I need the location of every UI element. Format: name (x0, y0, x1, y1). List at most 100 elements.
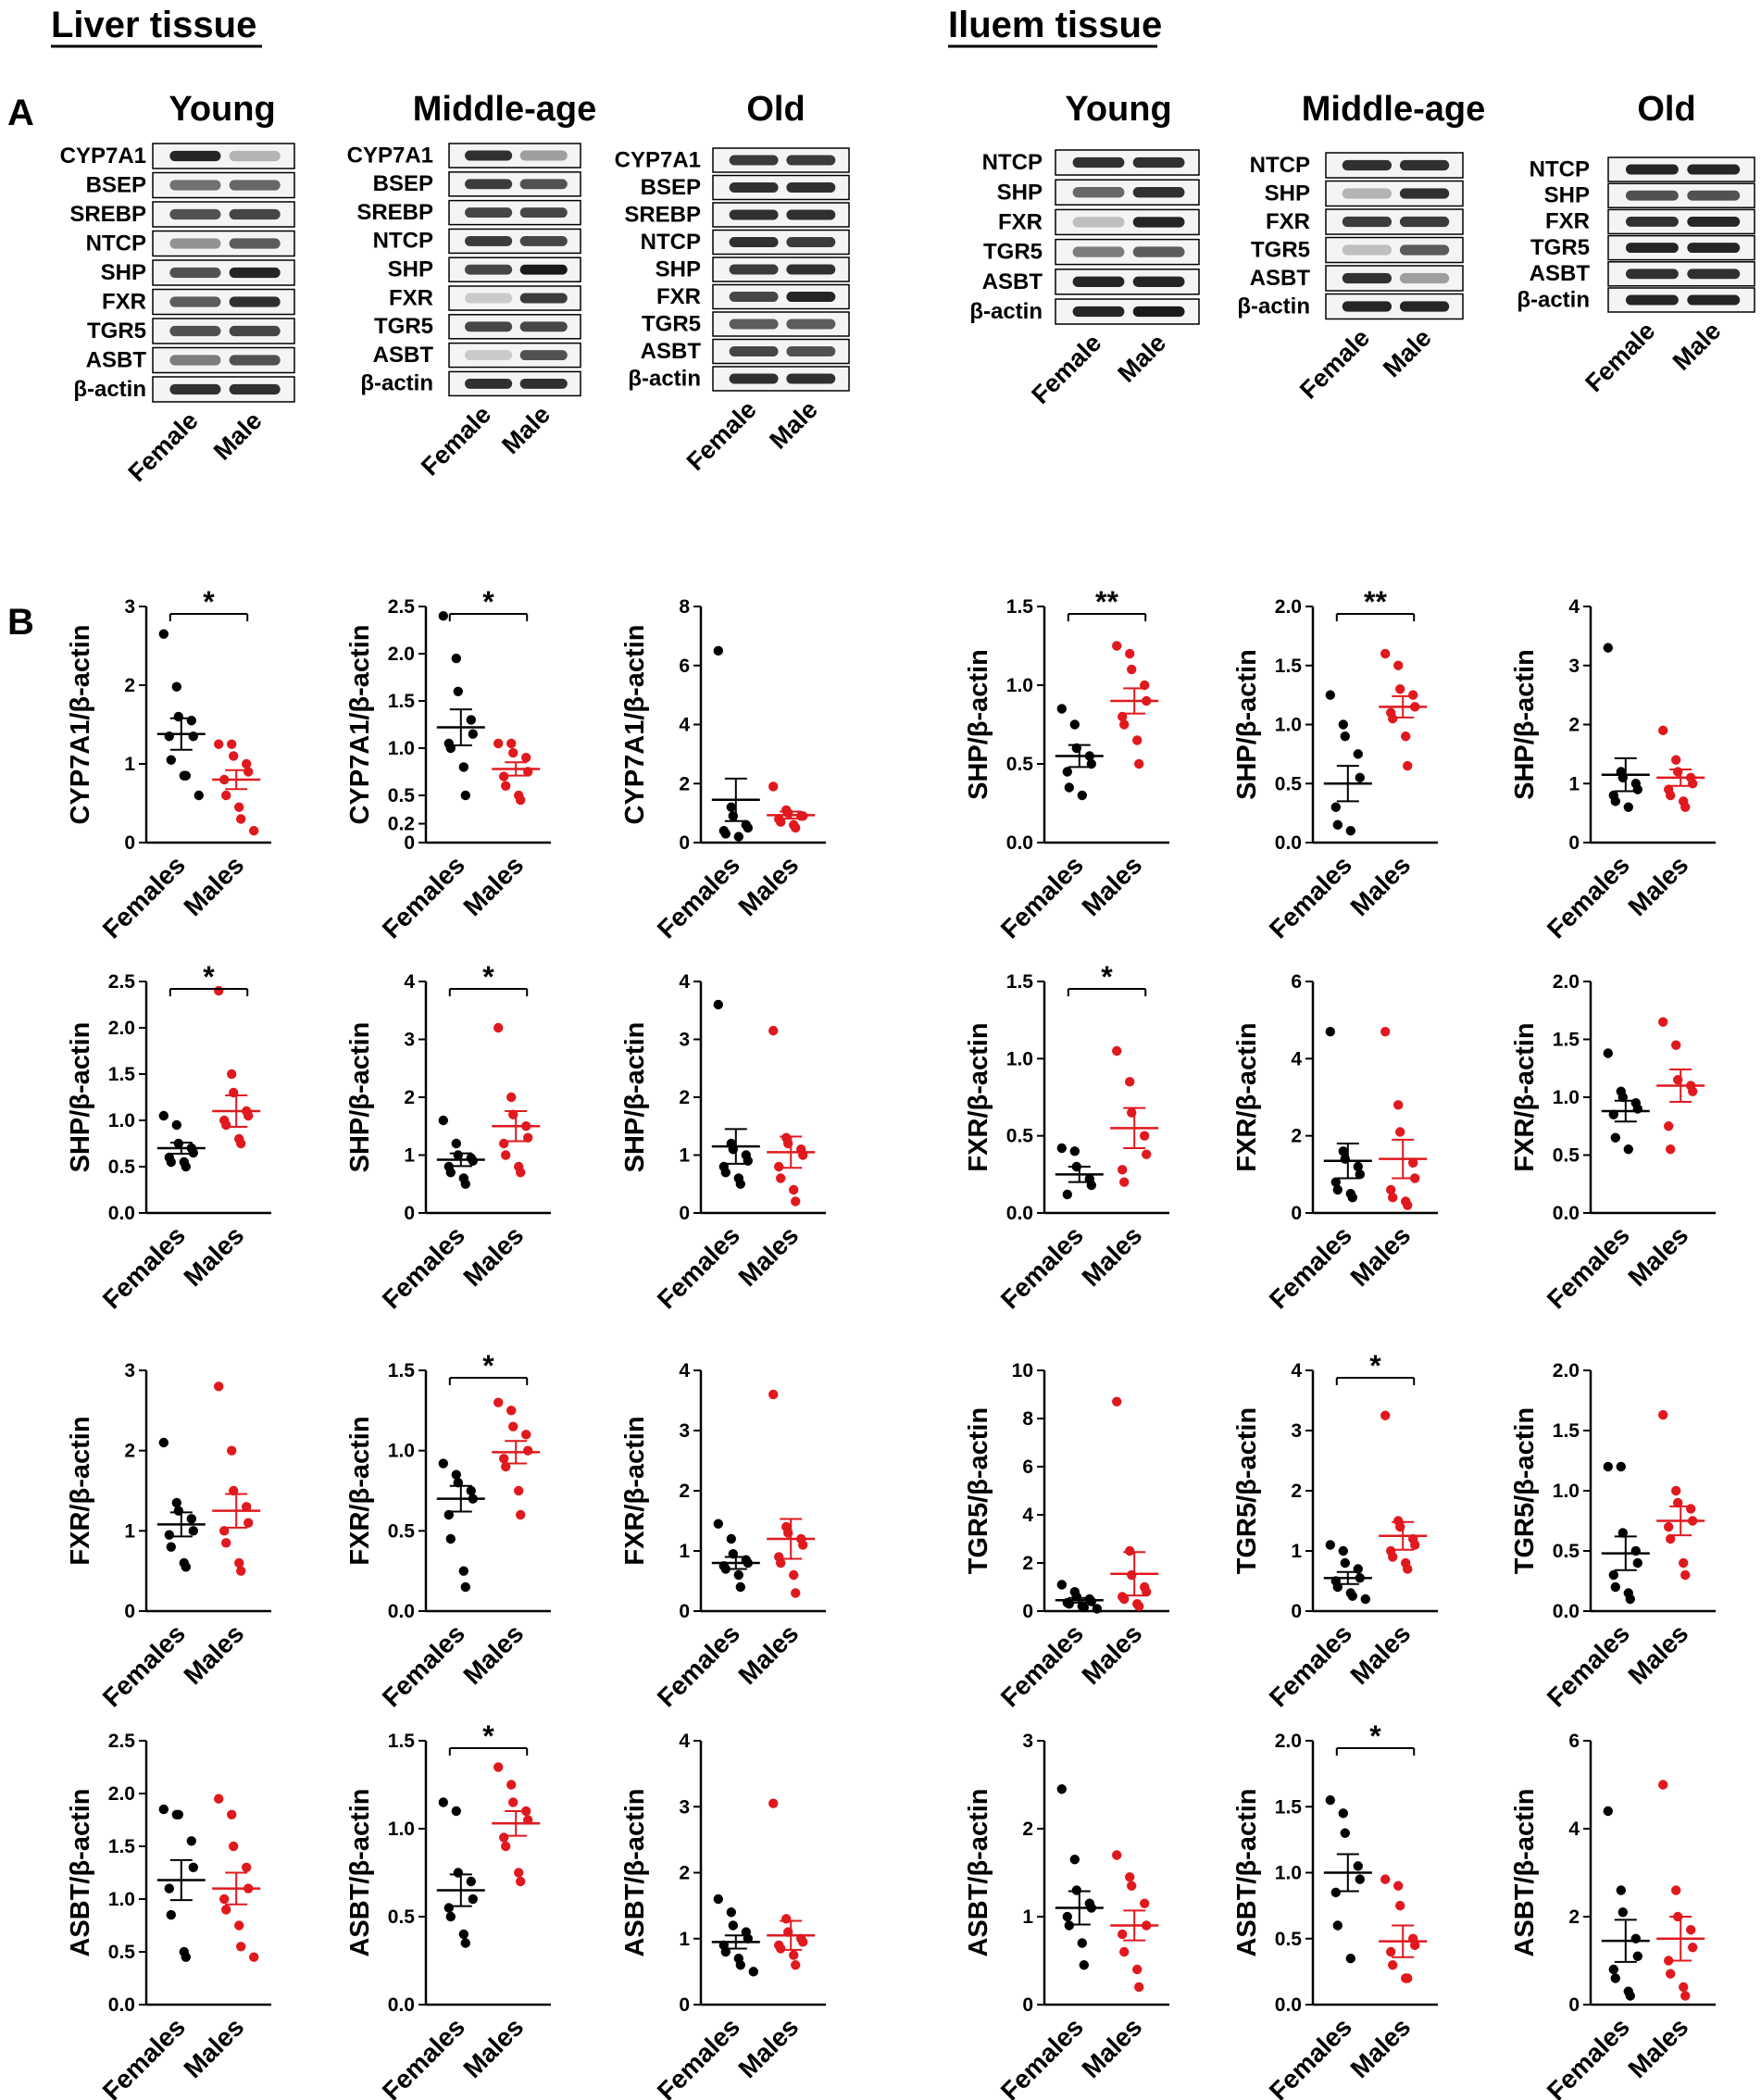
data-point-males (1125, 1872, 1135, 1882)
data-point-males (249, 826, 259, 836)
data-point-males (1666, 1533, 1676, 1544)
data-point-females (1603, 1048, 1614, 1058)
y-tick-label: 1.5 (388, 1731, 416, 1752)
data-point-males (1119, 1946, 1130, 1957)
blot-band (229, 296, 281, 307)
data-point-females (720, 1168, 731, 1178)
blot-band (229, 355, 281, 366)
blot-band (1687, 216, 1741, 227)
y-tick-label: 1.5 (1006, 971, 1034, 993)
data-point-males (249, 1952, 259, 1962)
data-point-males (768, 1389, 779, 1400)
protein-label: FXR (1266, 209, 1310, 234)
data-point-females (451, 653, 461, 664)
data-point-females (1330, 1887, 1342, 1898)
blot-band (729, 319, 779, 330)
lane-label-female: Female (416, 400, 496, 481)
group-label-females: Females (377, 1220, 470, 1314)
y-axis-label: CYP7A1/β-actin (345, 625, 375, 825)
data-point-females (438, 1797, 448, 1807)
data-point-females (466, 1485, 476, 1496)
data-point-females (1603, 643, 1614, 653)
data-point-males (1125, 1077, 1135, 1087)
y-axis-label: ASBT/β-actin (1232, 1788, 1262, 1956)
protein-label: TGR5 (1251, 238, 1310, 263)
blot-band (786, 264, 836, 275)
data-point-males (506, 1780, 517, 1790)
y-tick-label: 0.0 (108, 1994, 135, 2016)
data-point-males (1125, 1545, 1135, 1556)
data-point-males (1403, 760, 1413, 771)
data-point-females (438, 611, 448, 621)
data-point-males (1401, 731, 1411, 742)
group-label-males: Males (1076, 1220, 1147, 1292)
protein-label: SHP (997, 180, 1043, 205)
data-point-males (514, 1485, 524, 1496)
protein-label: FXR (656, 284, 701, 309)
blot-band (729, 155, 779, 166)
data-point-females (1069, 719, 1080, 730)
y-tick-label: 3 (679, 1420, 690, 1442)
y-tick-label: 6 (1022, 1456, 1033, 1478)
blot-band (169, 208, 221, 220)
protein-label: TGR5 (374, 314, 433, 339)
y-tick-label: 0.5 (1553, 1541, 1580, 1562)
data-point-females (713, 645, 723, 656)
y-axis-label: CYP7A1/β-actin (620, 625, 650, 825)
protein-label: CYP7A1 (60, 144, 146, 169)
y-tick-label: 1.5 (388, 691, 416, 712)
data-point-females (726, 802, 736, 812)
data-point-males (791, 822, 801, 833)
blot-band (729, 237, 779, 247)
data-point-males (1671, 1885, 1681, 1895)
y-tick-label: 4 (679, 1360, 690, 1381)
group-label-females: Females (652, 1220, 745, 1314)
y-tick-label: 0 (124, 1601, 135, 1622)
blot-band (519, 235, 568, 246)
y-tick-label: 0.5 (108, 1156, 136, 1178)
y-tick-label: 1.0 (1553, 1087, 1580, 1108)
blot-band (229, 208, 281, 220)
group-label-males: Males (457, 850, 529, 921)
data-point-females (171, 1497, 181, 1508)
blot-band (1072, 156, 1125, 169)
data-point-males (1666, 1144, 1676, 1155)
data-point-females (1623, 802, 1634, 812)
data-point-males (1140, 1131, 1150, 1141)
lane-label-male: Male (1378, 324, 1437, 383)
group-label-males: Males (1622, 850, 1693, 921)
data-point-males (499, 771, 509, 781)
protein-label: NTCP (1250, 153, 1310, 178)
group-label-males: Males (1076, 2012, 1147, 2083)
data-point-males (1125, 648, 1135, 659)
data-point-males (1388, 1193, 1398, 1203)
data-point-females (728, 1920, 738, 1931)
protein-label: FXR (1545, 209, 1590, 234)
data-point-females (166, 755, 176, 765)
data-point-males (523, 1132, 533, 1143)
protein-label: SHP (656, 256, 701, 281)
y-axis-label: CYP7A1/β-actin (66, 625, 95, 825)
group-label-males: Males (1622, 2012, 1693, 2083)
y-tick-label: 1.0 (1006, 675, 1033, 696)
panel-a-label: A (7, 93, 34, 133)
blot-band (229, 150, 281, 162)
y-axis-label: ASBT/β-actin (964, 1788, 993, 1956)
data-point-females (445, 1168, 456, 1178)
group-label-females: Females (1264, 850, 1357, 944)
group-label-males: Males (178, 1619, 249, 1690)
data-point-females (458, 762, 468, 772)
y-tick-label: 2 (124, 1441, 135, 1462)
blot-band (1072, 187, 1125, 198)
data-point-females (713, 999, 723, 1010)
blot-band (1399, 301, 1450, 312)
data-point-males (1408, 1157, 1418, 1169)
data-point-males (501, 1150, 511, 1160)
group-label-males: Males (732, 1619, 804, 1690)
